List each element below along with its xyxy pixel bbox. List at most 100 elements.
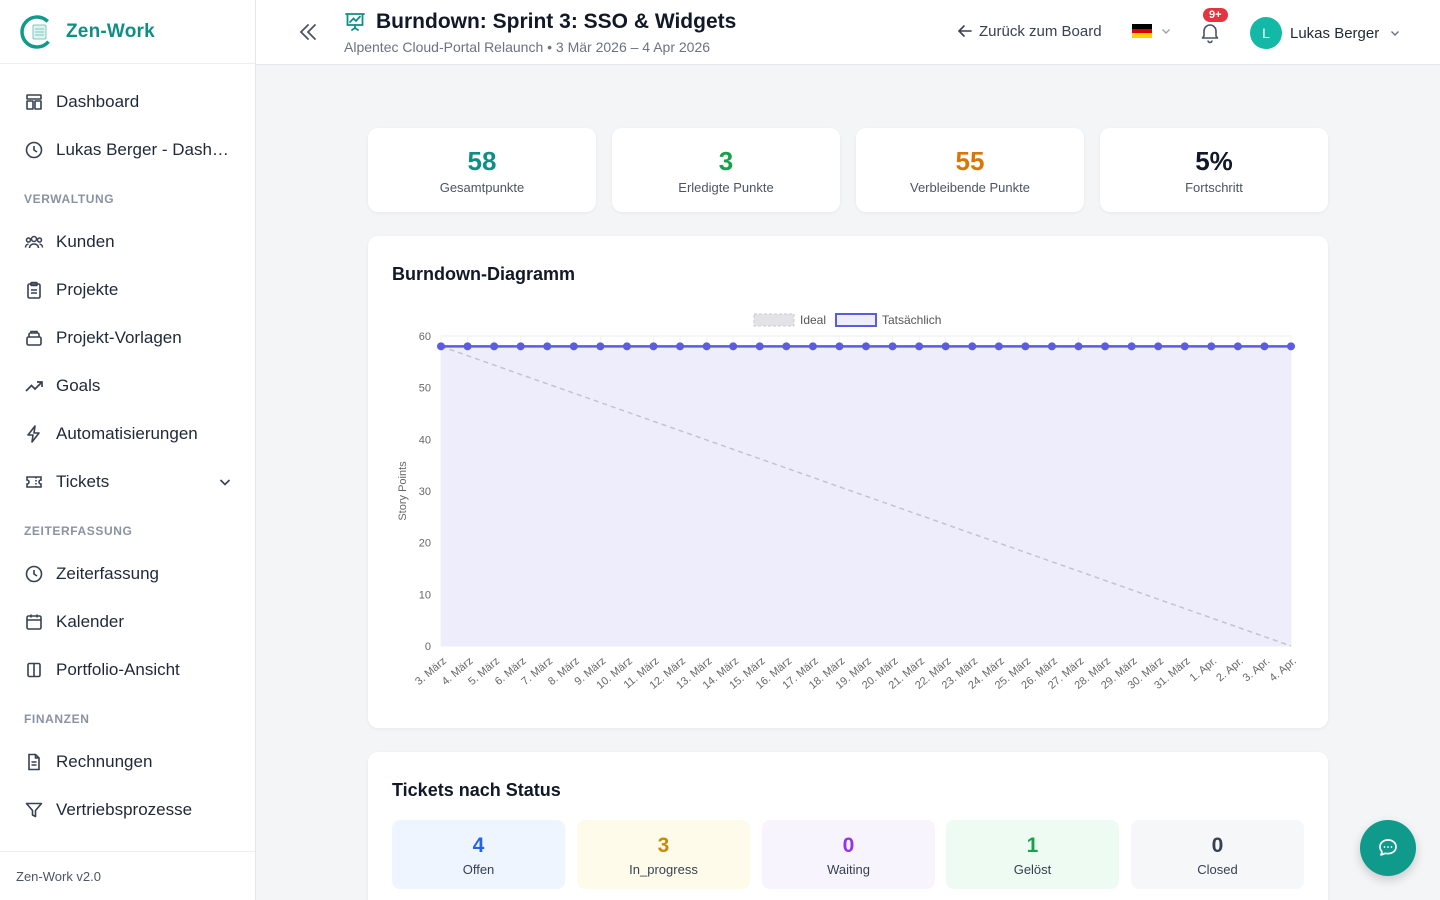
user-menu[interactable]: L Lukas Berger [1250,17,1401,49]
actual-data-point [516,342,525,351]
status-card-title: Tickets nach Status [392,780,561,800]
stat-value: 55 [955,146,985,176]
sidebar-item-portfolio-ansicht[interactable]: Portfolio-Ansicht [0,646,255,694]
status-count: 0 [842,834,855,857]
zen-work-logo-icon [20,14,54,49]
sidebar-item-user-dashboard[interactable]: Lukas Berger - Dashboard [0,126,255,174]
actual-data-point [1047,342,1056,351]
actual-data-point [463,342,472,351]
status-box-waiting[interactable]: 0 Waiting [762,820,935,889]
sidebar-item-label: Projekt-Vorlagen [56,328,182,347]
legend-ideal-swatch [753,313,795,327]
sidebar-item-label: Automatisierungen [56,424,198,443]
nav-section-verwaltung: VERWALTUNG [24,192,115,206]
chat-button[interactable] [1360,820,1416,876]
calendar-icon [26,614,42,630]
legend-ideal-label: Ideal [800,313,826,327]
users-icon [24,235,44,249]
language-selector[interactable] [1132,24,1172,39]
sidebar-item-dashboard[interactable]: Dashboard [0,78,255,126]
tickets-status-card: Tickets nach Status 4 Offen 3 In_progres… [368,752,1328,900]
actual-data-point [1260,342,1269,351]
bell-icon[interactable] [1198,20,1222,44]
nav-section-finanzen: FINANZEN [24,712,90,726]
y-tick-label: 50 [419,383,431,395]
actual-data-point [1180,342,1189,351]
x-tick-label: 1. Apr. [1188,655,1220,684]
ticket-icon [26,476,42,488]
legend-actual-label: Tatsächlich [882,313,941,327]
status-box-geloest[interactable]: 1 Gelöst [946,820,1119,889]
sidebar-item-tickets[interactable]: Tickets [0,458,255,506]
sidebar-item-kalender[interactable]: Kalender [0,598,255,646]
german-flag-icon [1132,24,1152,39]
actual-data-point [782,342,791,351]
status-box-offen[interactable]: 4 Offen [392,820,565,889]
sidebar-item-goals[interactable]: Goals [0,362,255,410]
chart-card-title: Burndown-Diagramm [392,264,576,284]
columns-icon [27,662,41,678]
y-tick-label: 60 [419,331,431,343]
page-subtitle: Alpentec Cloud-Portal Relaunch • 3 Mär 2… [344,39,711,55]
chat-bubble-icon [1379,839,1397,856]
back-to-board-link[interactable]: Zurück zum Board [956,22,1102,40]
actual-data-point [1074,342,1083,351]
actual-data-point [569,342,578,351]
status-count: 1 [1026,834,1039,857]
user-name: Lukas Berger [1290,24,1380,42]
brand[interactable]: Zen-Work [0,0,255,64]
sidebar-item-label: Dashboard [56,92,140,111]
y-tick-label: 30 [419,486,431,498]
actual-data-point [1154,342,1163,351]
status-count: 4 [472,834,485,857]
sidebar-item-kunden[interactable]: Kunden [0,218,255,266]
y-tick-label: 20 [419,538,431,550]
chevron-down-icon[interactable] [217,474,233,490]
funnel-icon [25,802,43,818]
stat-label: Gesamtpunkte [439,180,525,195]
app-version: Zen-Work v2.0 [0,851,255,900]
y-axis-label: Story Points [397,461,409,521]
actual-data-point [729,342,738,351]
actual-data-point [994,342,1003,351]
x-tick-label: 2. Apr. [1214,655,1246,684]
stat-value: 3 [718,146,734,176]
status-box-closed[interactable]: 0 Closed [1131,820,1304,889]
actual-data-point [1207,342,1216,351]
sidebar-item-projekte[interactable]: Projekte [0,266,255,314]
bolt-icon [27,425,40,443]
nav-section-zeiterfassung: ZEITERFASSUNG [24,524,133,538]
ideal-series-line [440,345,1292,647]
actual-data-point [649,342,658,351]
stat-value: 58 [467,146,497,176]
sidebar-item-projekt-vorlagen[interactable]: Projekt-Vorlagen [0,314,255,362]
stat-label: Fortschritt [1185,180,1243,195]
sidebar-item-zeiterfassung[interactable]: Zeiterfassung [0,550,255,598]
stat-value: 5% [1195,146,1233,176]
sidebar-item-label: Vertriebsprozesse [56,800,193,819]
actual-data-point [676,342,685,351]
brand-name: Zen-Work [66,20,155,42]
sidebar-item-label: Lukas Berger - Dashboard [56,140,233,159]
clock-icon [25,565,43,583]
status-box-in-progress[interactable]: 3 In_progress [577,820,750,889]
sidebar-item-rechnungen[interactable]: Rechnungen [0,738,255,786]
burndown-chart-card: 0 10 20 30 40 50 60 3. März 4. März 5. März 6. Mär… [368,236,1328,728]
stat-label: Erledigte Punkte [678,180,774,195]
status-label: Gelöst [1013,862,1052,877]
sidebar-item-label: Tickets [56,472,110,491]
sidebar-item-automatisierungen[interactable]: Automatisierungen [0,410,255,458]
status-label: In_progress [629,862,698,877]
sidebar-nav: Dashboard Lukas Berger - Dashboard VERWA… [0,64,255,834]
status-label: Waiting [827,862,870,877]
sidebar-item-vertriebsprozesse[interactable]: Vertriebsprozesse [0,786,255,834]
notification-badge: 9+ [1203,8,1228,22]
arrow-left-icon [957,25,972,37]
actual-data-point [968,342,977,351]
collapse-sidebar-icon[interactable] [296,20,320,44]
actual-data-point [622,342,631,351]
trending-up-icon [25,381,43,392]
sidebar-item-label: Projekte [56,280,119,299]
sidebar-item-label: Portfolio-Ansicht [56,660,180,679]
